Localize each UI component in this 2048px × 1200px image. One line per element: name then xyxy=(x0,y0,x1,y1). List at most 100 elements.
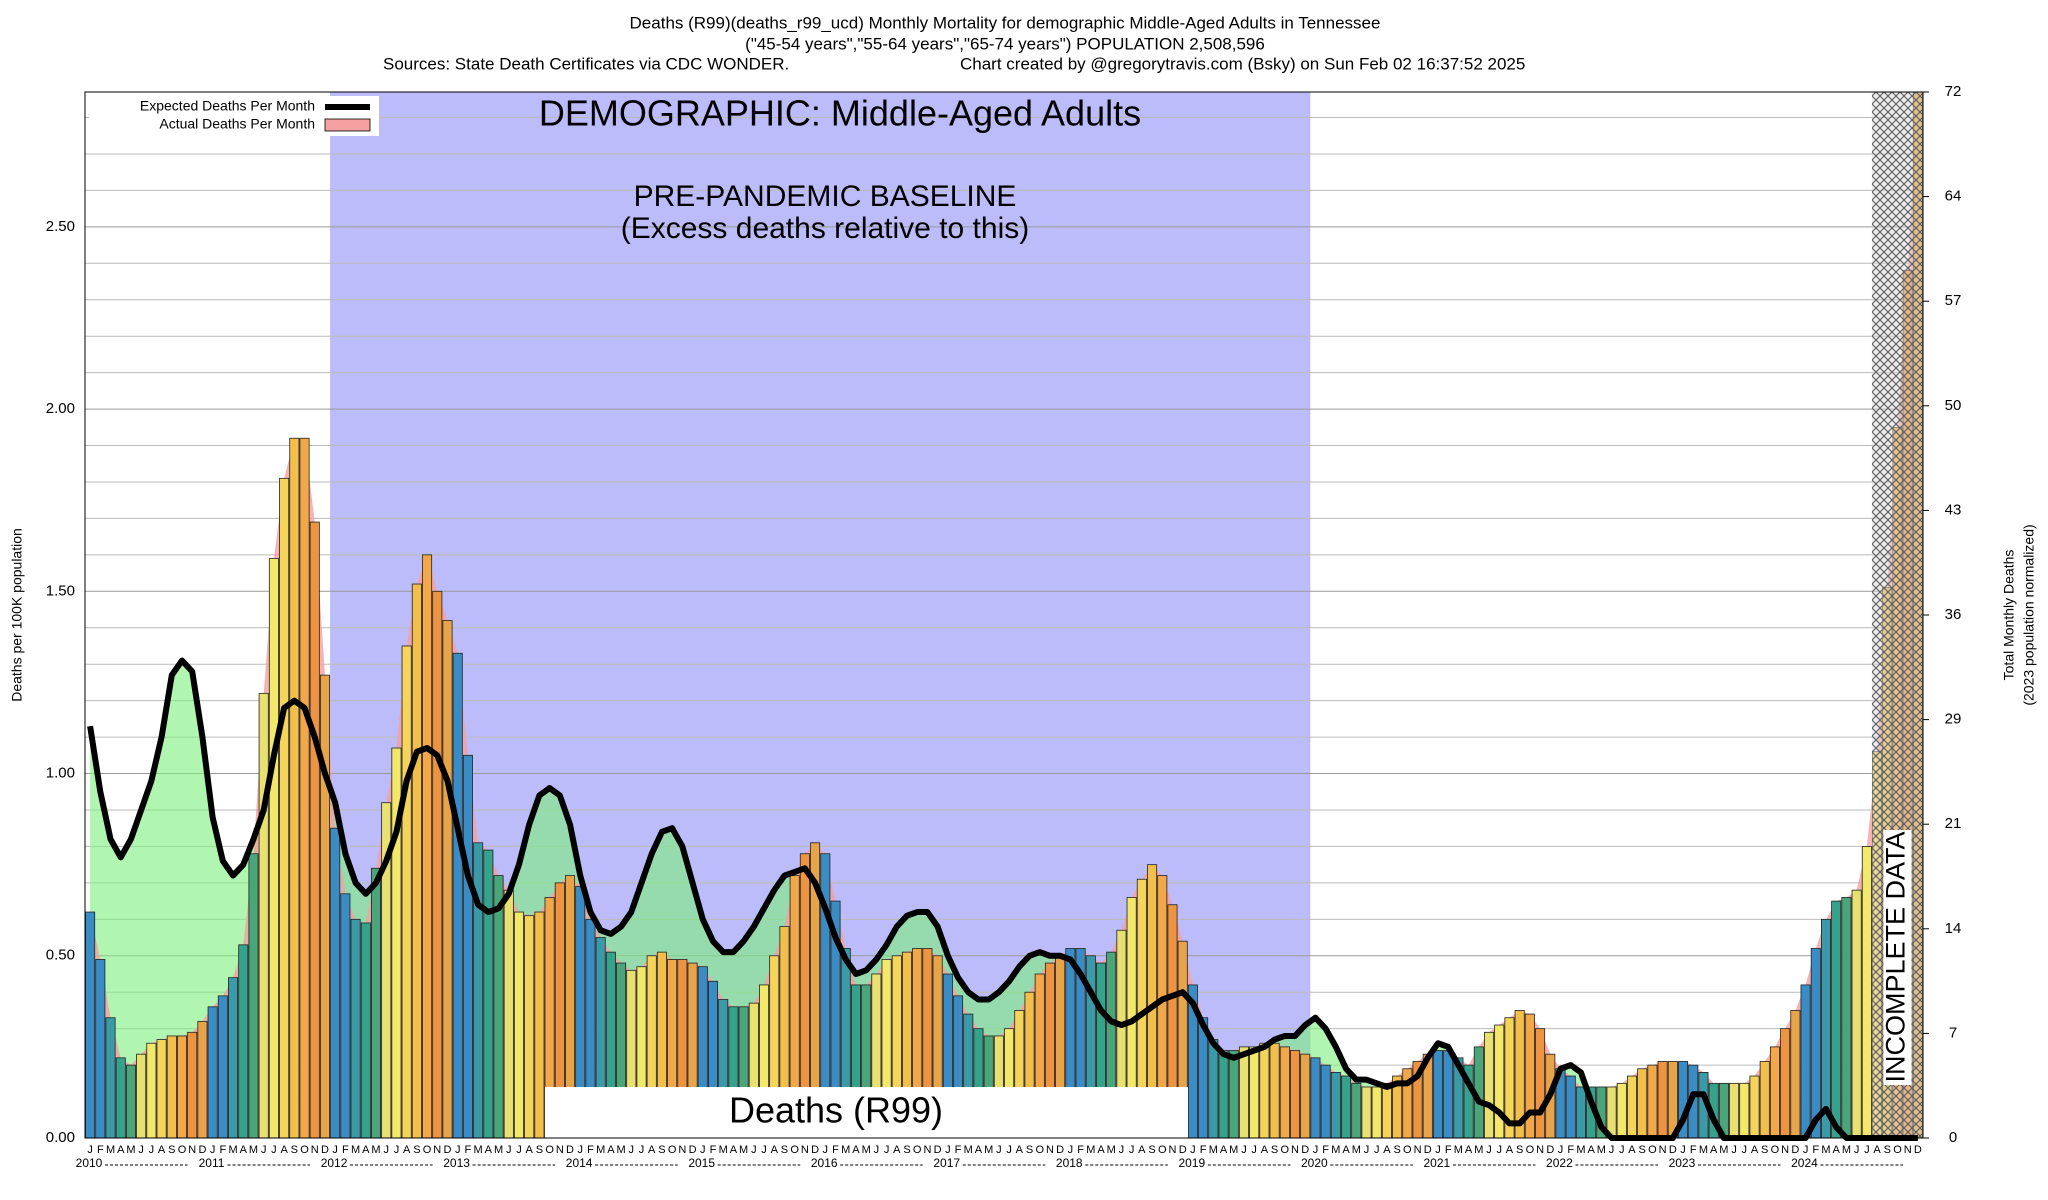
x-tick-label: M xyxy=(1576,1144,1585,1156)
x-tick-label: A xyxy=(485,1144,493,1156)
x-tick-label: A xyxy=(240,1144,248,1156)
x-tick-label: M xyxy=(739,1144,748,1156)
x-tick-label: A xyxy=(607,1144,615,1156)
x-tick-label: M xyxy=(1719,1144,1728,1156)
x-tick-label: S xyxy=(536,1144,543,1156)
x-tick-label: J xyxy=(1680,1144,1686,1156)
x-tick-label: O xyxy=(1403,1144,1412,1156)
x-tick-label: J xyxy=(1496,1144,1502,1156)
x-tick-label: M xyxy=(494,1144,503,1156)
bar xyxy=(279,477,290,1139)
x-tick-label: M xyxy=(841,1144,850,1156)
x-tick-label: S xyxy=(1516,1144,1523,1156)
bar xyxy=(1494,1024,1505,1139)
bar xyxy=(1575,1086,1586,1139)
x-tick-label: J xyxy=(823,1144,829,1156)
x-tick-label: F xyxy=(832,1144,839,1156)
bar xyxy=(1443,1050,1454,1139)
x-tick-label: J xyxy=(149,1144,155,1156)
bar xyxy=(1249,1046,1260,1139)
credit: Chart created by @gregorytravis.com (Bsk… xyxy=(960,54,1525,73)
x-tick-label: D xyxy=(198,1144,206,1156)
x-tick-label: O xyxy=(1893,1144,1902,1156)
x-tick-label: M xyxy=(371,1144,380,1156)
x-tick-label: M xyxy=(474,1144,483,1156)
x-tick-label: S xyxy=(903,1144,910,1156)
y-tick-label: 0.50 xyxy=(46,947,75,964)
bar xyxy=(1341,1075,1352,1139)
x-tick-label: M xyxy=(596,1144,605,1156)
x-tick-label: N xyxy=(311,1144,319,1156)
x-tick-label: F xyxy=(465,1144,472,1156)
x-tick-label: N xyxy=(1414,1144,1422,1156)
x-tick-label: A xyxy=(403,1144,411,1156)
x-tick-label: F xyxy=(1200,1144,1207,1156)
bar xyxy=(1300,1053,1311,1139)
x-tick-label: F xyxy=(97,1144,104,1156)
bar xyxy=(493,875,504,1139)
x-tick-label: J xyxy=(639,1144,645,1156)
x-tick-label: J xyxy=(1854,1144,1860,1156)
x-tick-label: S xyxy=(1761,1144,1768,1156)
year-label: 2023 xyxy=(1669,1156,1696,1170)
bar xyxy=(1381,1082,1392,1139)
cause-box xyxy=(545,1087,1188,1138)
x-tick-label: A xyxy=(1587,1144,1595,1156)
x-tick-label: M xyxy=(1352,1144,1361,1156)
bar xyxy=(1279,1046,1290,1139)
x-tick-label: D xyxy=(1179,1144,1187,1156)
x-tick-label: A xyxy=(1628,1144,1636,1156)
bar xyxy=(513,911,524,1139)
bar xyxy=(115,1057,126,1139)
bar xyxy=(1535,1028,1546,1139)
y-axis-label: Deaths per 100K population xyxy=(9,528,25,702)
x-tick-label: A xyxy=(158,1144,166,1156)
y2-axis-label: Total Monthly Deaths xyxy=(2001,550,2017,681)
x-tick-label: N xyxy=(1169,1144,1177,1156)
bar xyxy=(452,652,463,1139)
x-tick-label: D xyxy=(1914,1144,1922,1156)
sources: Sources: State Death Certificates via CD… xyxy=(383,54,789,73)
baseline-label: PRE-PANDEMIC BASELINE xyxy=(634,180,1017,213)
x-tick-label: D xyxy=(1056,1144,1064,1156)
year-label: 2019 xyxy=(1178,1156,1205,1170)
bar xyxy=(85,911,96,1139)
x-tick-label: O xyxy=(545,1144,554,1156)
bar xyxy=(1729,1082,1740,1139)
bar xyxy=(1637,1068,1648,1139)
x-tick-label: M xyxy=(1597,1144,1606,1156)
year-label: 2024 xyxy=(1791,1156,1818,1170)
x-tick-label: N xyxy=(1536,1144,1544,1156)
x-tick-label: M xyxy=(1209,1144,1218,1156)
bar xyxy=(1739,1082,1750,1139)
bar xyxy=(534,911,545,1139)
bar xyxy=(1310,1057,1321,1139)
year-label: 2011 xyxy=(199,1156,225,1170)
x-tick-label: S xyxy=(291,1144,298,1156)
bar xyxy=(1228,1050,1239,1139)
x-tick-label: M xyxy=(126,1144,135,1156)
x-tick-label: J xyxy=(332,1144,338,1156)
y2-tick-label: 29 xyxy=(1945,711,1962,728)
x-tick-label: A xyxy=(1710,1144,1718,1156)
x-tick-label: O xyxy=(790,1144,799,1156)
bar xyxy=(146,1042,157,1139)
x-tick-label: M xyxy=(862,1144,871,1156)
bar xyxy=(309,521,320,1139)
bar xyxy=(371,867,382,1139)
x-tick-label: D xyxy=(934,1144,942,1156)
bar xyxy=(238,944,249,1139)
plot-frame xyxy=(84,91,1924,1139)
bar xyxy=(1749,1075,1760,1139)
bar xyxy=(1851,889,1862,1139)
x-tick-label: D xyxy=(566,1144,574,1156)
x-tick-label: F xyxy=(1322,1144,1329,1156)
legend-label: Expected Deaths Per Month xyxy=(140,98,315,114)
x-tick-label: J xyxy=(1742,1144,1748,1156)
x-tick-label: J xyxy=(271,1144,277,1156)
x-tick-label: J xyxy=(1364,1144,1370,1156)
x-tick-label: M xyxy=(228,1144,237,1156)
x-tick-label: N xyxy=(1781,1144,1789,1156)
bar xyxy=(95,959,106,1139)
x-tick-label: S xyxy=(1884,1144,1891,1156)
